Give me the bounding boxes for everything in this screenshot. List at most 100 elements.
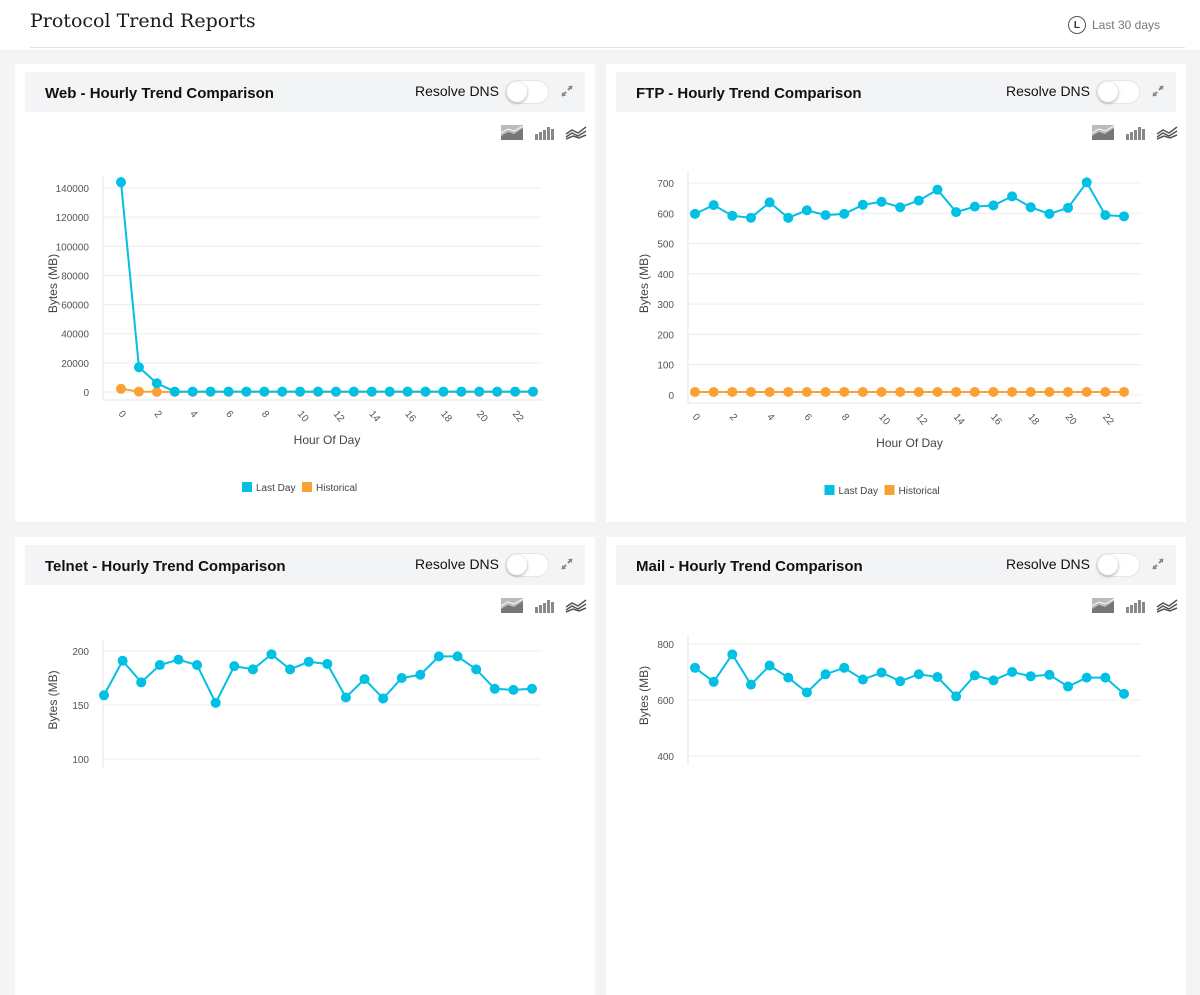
line-chart-icon[interactable] (565, 597, 587, 613)
data-point[interactable] (420, 386, 431, 397)
data-point[interactable] (764, 197, 775, 208)
data-point[interactable] (471, 664, 482, 675)
data-point[interactable] (277, 386, 288, 397)
data-point[interactable] (727, 386, 738, 397)
data-point[interactable] (727, 649, 738, 660)
data-point[interactable] (295, 386, 306, 397)
legend-item[interactable]: Last Day (242, 482, 295, 494)
data-point[interactable] (690, 208, 700, 219)
data-point[interactable] (173, 654, 184, 665)
data-point[interactable] (708, 200, 719, 211)
data-point[interactable] (402, 386, 413, 397)
data-point[interactable] (359, 674, 370, 685)
data-point[interactable] (857, 199, 868, 210)
data-point[interactable] (117, 655, 128, 666)
data-point[interactable] (1007, 667, 1018, 677)
data-point[interactable] (1100, 672, 1111, 683)
data-point[interactable] (988, 386, 999, 397)
data-point[interactable] (1100, 210, 1111, 221)
data-point[interactable] (133, 386, 144, 397)
data-point[interactable] (801, 687, 812, 698)
data-point[interactable] (348, 386, 359, 397)
data-point[interactable] (876, 667, 887, 678)
data-point[interactable] (932, 184, 943, 195)
bar-chart-icon[interactable] (1124, 597, 1146, 613)
data-point[interactable] (913, 386, 924, 397)
data-point[interactable] (154, 660, 165, 671)
line-chart-icon[interactable] (1156, 124, 1178, 140)
data-point[interactable] (223, 386, 234, 397)
data-point[interactable] (340, 692, 351, 703)
data-point[interactable] (988, 675, 999, 686)
data-point[interactable] (1081, 177, 1092, 188)
data-point[interactable] (169, 386, 180, 397)
data-point[interactable] (969, 201, 980, 212)
data-point[interactable] (508, 684, 519, 695)
expand-icon[interactable] (1152, 558, 1164, 570)
data-point[interactable] (1007, 386, 1018, 397)
data-point[interactable] (1007, 191, 1018, 202)
data-point[interactable] (492, 386, 503, 397)
data-point[interactable] (690, 386, 700, 397)
data-point[interactable] (690, 662, 700, 673)
data-point[interactable] (433, 651, 444, 662)
data-point[interactable] (745, 212, 756, 223)
legend-item[interactable]: Historical (884, 485, 940, 497)
data-point[interactable] (708, 386, 719, 397)
data-point[interactable] (951, 691, 962, 702)
area-chart-icon[interactable] (1091, 124, 1115, 140)
bar-chart-icon[interactable] (533, 124, 555, 140)
data-point[interactable] (192, 660, 203, 671)
data-point[interactable] (1025, 202, 1036, 213)
data-point[interactable] (1119, 211, 1129, 222)
data-point[interactable] (913, 669, 924, 680)
data-point[interactable] (1063, 681, 1074, 692)
data-point[interactable] (1063, 202, 1074, 213)
data-point[interactable] (951, 207, 962, 218)
data-point[interactable] (303, 656, 314, 667)
data-point[interactable] (187, 386, 198, 397)
data-point[interactable] (727, 210, 738, 221)
data-point[interactable] (969, 670, 980, 681)
data-point[interactable] (745, 386, 756, 397)
data-point[interactable] (839, 208, 850, 219)
data-point[interactable] (438, 386, 449, 397)
data-point[interactable] (415, 669, 426, 680)
data-point[interactable] (764, 660, 775, 671)
data-point[interactable] (988, 200, 999, 211)
area-chart-icon[interactable] (500, 597, 524, 613)
resolve-dns-toggle[interactable] (1096, 553, 1140, 577)
line-chart-icon[interactable] (1156, 597, 1178, 613)
legend-item[interactable]: Historical (302, 482, 357, 494)
data-point[interactable] (528, 386, 538, 397)
expand-icon[interactable] (1152, 85, 1164, 97)
data-point[interactable] (136, 677, 147, 688)
resolve-dns-toggle[interactable] (505, 80, 549, 104)
bar-chart-icon[interactable] (533, 597, 555, 613)
data-point[interactable] (151, 386, 162, 397)
data-point[interactable] (895, 202, 906, 213)
data-point[interactable] (116, 383, 126, 394)
data-point[interactable] (133, 362, 144, 373)
data-point[interactable] (366, 386, 377, 397)
data-point[interactable] (820, 210, 831, 221)
date-range-selector[interactable]: L Last 30 days (1067, 16, 1160, 34)
data-point[interactable] (229, 661, 240, 672)
data-point[interactable] (895, 676, 906, 687)
data-point[interactable] (322, 658, 333, 669)
data-point[interactable] (527, 683, 537, 694)
data-point[interactable] (489, 683, 500, 694)
data-point[interactable] (820, 386, 831, 397)
data-point[interactable] (1044, 386, 1055, 397)
data-point[interactable] (1025, 671, 1036, 682)
data-point[interactable] (801, 386, 812, 397)
bar-chart-icon[interactable] (1124, 124, 1146, 140)
data-point[interactable] (951, 386, 962, 397)
data-point[interactable] (241, 386, 252, 397)
data-point[interactable] (783, 672, 794, 683)
expand-icon[interactable] (561, 558, 573, 570)
data-point[interactable] (708, 676, 719, 687)
data-point[interactable] (1119, 386, 1129, 397)
area-chart-icon[interactable] (500, 124, 524, 140)
data-point[interactable] (895, 386, 906, 397)
